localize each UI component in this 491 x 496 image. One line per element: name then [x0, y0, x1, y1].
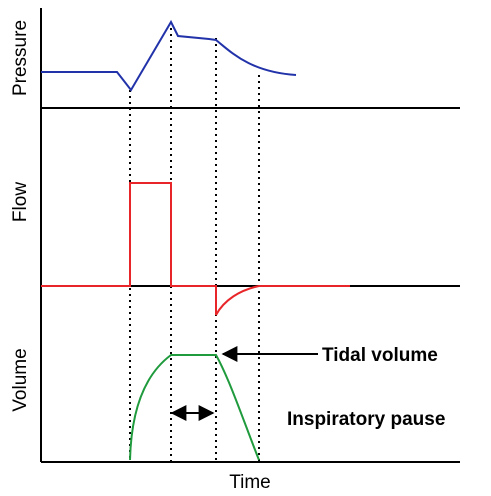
volume-label: Volume	[10, 348, 31, 411]
time-label: Time	[229, 472, 271, 493]
inspiratory-pause-label: Inspiratory pause	[287, 409, 445, 430]
phase-guide-lines	[129, 22, 260, 462]
flow-waveform	[41, 182, 350, 316]
tidal-volume-label: Tidal volume	[322, 345, 438, 366]
pressure-label: Pressure	[10, 20, 31, 96]
pressure-waveform	[41, 19, 297, 92]
flow-label: Flow	[10, 182, 31, 222]
volume-waveform	[129, 354, 260, 461]
